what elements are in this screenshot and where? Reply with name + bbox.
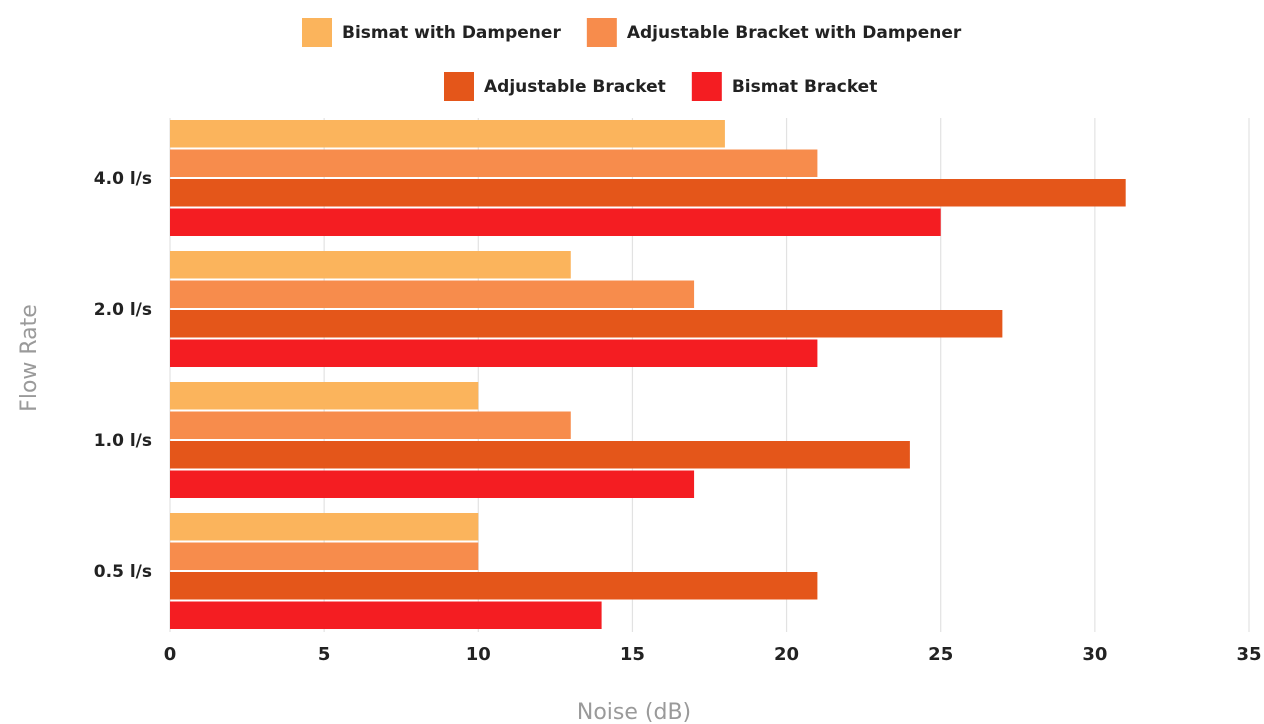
x-tick-label-15: 15: [620, 644, 645, 665]
bar-bismat-with-dampener-0-5-l-s: [170, 513, 479, 541]
bar-bismat-bracket-0-5-l-s: [170, 601, 602, 629]
bars: [170, 120, 1126, 629]
x-tick-label-5: 5: [318, 644, 331, 665]
legend-swatch-bismat-bracket: [691, 72, 722, 101]
bar-adjustable-bracket-with-dampener-2-0-l-s: [170, 280, 695, 308]
bar-adjustable-bracket-2-0-l-s: [170, 310, 1003, 338]
bar-adjustable-bracket-1-0-l-s: [170, 441, 910, 469]
y-tick-label-4-0-l-s: 4.0 l/s: [94, 169, 152, 189]
legend-swatch-bismat-with-dampener: [302, 18, 332, 47]
bar-bismat-with-dampener-4-0-l-s: [170, 120, 725, 148]
x-tick-label-20: 20: [774, 644, 799, 665]
legend: Bismat with Dampener Adjustable Bracket w…: [302, 18, 962, 101]
legend-item-bismat-bracket: Bismat Bracket: [691, 72, 878, 101]
bar-adjustable-bracket-with-dampener-1-0-l-s: [170, 411, 571, 439]
y-tick-label-0-5-l-s: 0.5 l/s: [94, 562, 152, 582]
x-tick-label-25: 25: [928, 644, 953, 665]
legend-item-adjustable-bracket: Adjustable Bracket: [444, 72, 666, 101]
legend-label-bismat-bracket: Bismat Bracket: [732, 77, 878, 97]
x-tick-label-30: 30: [1082, 644, 1107, 665]
y-axis-ticks: 4.0 l/s 2.0 l/s 1.0 l/s 0.5 l/s: [94, 169, 152, 582]
bar-bismat-bracket-1-0-l-s: [170, 470, 695, 498]
bar-bismat-with-dampener-2-0-l-s: [170, 251, 571, 279]
bar-adjustable-bracket-with-dampener-0-5-l-s: [170, 542, 479, 570]
legend-label-bismat-with-dampener: Bismat with Dampener: [342, 23, 561, 43]
x-axis-ticks: 0 5 10 15 20 25 30 35: [164, 644, 1262, 665]
bar-bismat-with-dampener-1-0-l-s: [170, 382, 479, 410]
legend-item-bismat-with-dampener: Bismat with Dampener: [302, 18, 561, 47]
legend-swatch-adjustable-bracket: [444, 72, 474, 101]
bar-adjustable-bracket-4-0-l-s: [170, 179, 1126, 207]
bar-bismat-bracket-4-0-l-s: [170, 208, 941, 236]
x-tick-label-35: 35: [1236, 644, 1261, 665]
bar-bismat-bracket-2-0-l-s: [170, 339, 818, 367]
y-axis-title: Flow Rate: [17, 304, 42, 412]
legend-label-adjustable-bracket-with-dampener: Adjustable Bracket with Dampener: [627, 23, 962, 43]
legend-label-adjustable-bracket: Adjustable Bracket: [484, 77, 666, 97]
y-tick-label-1-0-l-s: 1.0 l/s: [94, 431, 152, 451]
x-tick-label-10: 10: [466, 644, 491, 665]
bar-adjustable-bracket-0-5-l-s: [170, 572, 818, 600]
bar-adjustable-bracket-with-dampener-4-0-l-s: [170, 149, 818, 177]
y-tick-label-2-0-l-s: 2.0 l/s: [94, 300, 152, 320]
x-axis-title: Noise (dB): [577, 700, 691, 724]
legend-item-adjustable-bracket-with-dampener: Adjustable Bracket with Dampener: [586, 18, 962, 47]
x-tick-label-0: 0: [164, 644, 177, 665]
legend-swatch-adjustable-bracket-with-dampener: [586, 18, 617, 47]
